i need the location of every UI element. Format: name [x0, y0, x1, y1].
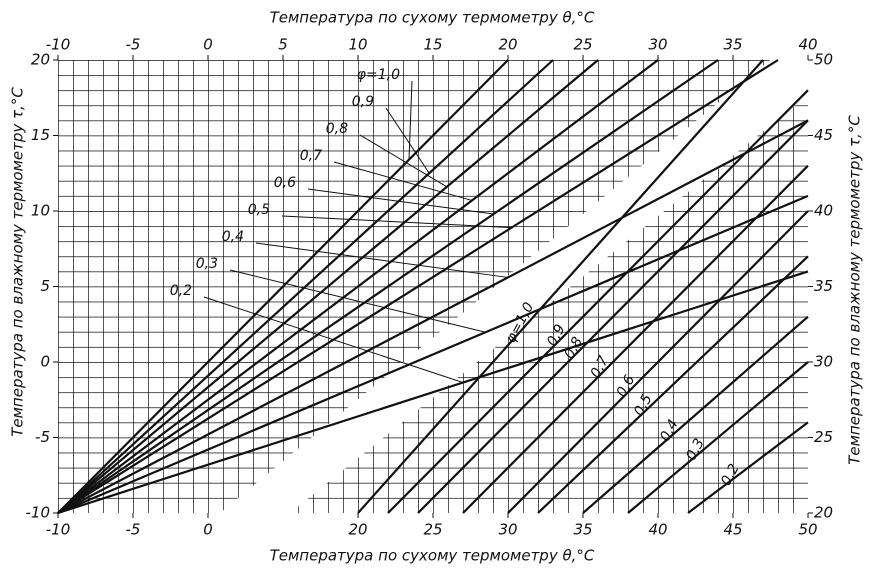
top-tick-label: 40	[798, 36, 817, 54]
right-tick-label: 35	[814, 277, 833, 295]
phi-curve	[582, 315, 809, 514]
phi-curve	[687, 421, 809, 514]
label-leader	[385, 107, 430, 174]
label-leader	[359, 134, 448, 188]
phi-curve	[57, 59, 659, 514]
phi-curve	[462, 164, 809, 514]
phi-curve	[57, 59, 599, 514]
label-leader	[307, 188, 494, 215]
phi-curve	[357, 59, 764, 514]
bottom-tick-label: 45	[723, 521, 742, 539]
right-tick-label: 30	[814, 353, 833, 371]
left-tick-label: -10	[26, 504, 51, 522]
bottom-tick-label: 25	[423, 521, 442, 539]
top-tick-label: 5	[278, 36, 288, 54]
phi-label: 0,4	[222, 229, 244, 245]
right-axis-title: Температура по влажному термометру τ,°С	[846, 115, 864, 465]
top-tick-label: 0	[203, 36, 213, 54]
phi-label: 0,2	[170, 283, 192, 299]
right-tick-label: 25	[814, 428, 833, 446]
top-tick-label: 25	[573, 36, 592, 54]
left-tick-label: 20	[31, 51, 50, 69]
left-tick-label: 0	[40, 353, 50, 371]
bottom-tick-label: -5	[126, 521, 141, 539]
phi-label: 0,5	[248, 202, 270, 218]
phi-label: 0,3	[196, 256, 218, 272]
bottom-tick-label: -10	[46, 521, 71, 539]
phi-curve	[57, 59, 554, 514]
top-tick-label: 15	[423, 36, 442, 54]
phi-curve	[627, 361, 809, 514]
label-leader	[281, 215, 512, 229]
label-leader	[229, 269, 486, 333]
right-tick-label: 20	[814, 504, 833, 522]
left-tick-label: 15	[31, 126, 50, 144]
left-tick-label: -5	[35, 428, 50, 446]
phi-curve	[537, 255, 809, 514]
phi-label: φ=1,0	[357, 67, 400, 83]
phi-curve	[57, 194, 809, 515]
top-tick-label: 35	[723, 36, 742, 54]
bottom-tick-label: 35	[573, 521, 592, 539]
phi-curve	[507, 210, 809, 514]
label-leader	[408, 80, 413, 160]
phi-curve	[57, 119, 809, 514]
phi-label: 0,9	[352, 94, 374, 110]
top-tick-label: 20	[498, 36, 517, 54]
bottom-tick-label: 50	[798, 521, 817, 539]
top-tick-label: 30	[648, 36, 667, 54]
phi-curve	[57, 59, 509, 514]
right-tick-label: 50	[814, 51, 833, 69]
phi-curve	[57, 59, 779, 514]
phi-curve	[57, 59, 719, 514]
bottom-axis-title: Температура по сухому термометру θ,°С	[270, 547, 595, 565]
left-axis-title: Температура по влажному термометру τ,°С	[9, 87, 27, 437]
label-leader	[203, 296, 464, 384]
top-tick-label: -5	[126, 36, 141, 54]
phi-label: 0,7	[300, 148, 322, 164]
bottom-tick-label: 40	[648, 521, 667, 539]
label-leader	[333, 161, 473, 201]
label-leader	[255, 242, 509, 278]
phi-curve	[417, 119, 809, 514]
top-tick-label: 10	[348, 36, 367, 54]
phi-label: 0,8	[326, 121, 348, 137]
left-tick-label: 5	[40, 277, 50, 295]
left-tick-label: 10	[31, 202, 50, 220]
top-axis-title: Температура по сухому термометру θ,°С	[270, 9, 595, 27]
right-tick-label: 45	[814, 126, 833, 144]
phi-label: 0,6	[274, 175, 296, 191]
phi-curve	[57, 270, 809, 515]
plot: -10 -5 0 5 10 15 20 25 30 35 40 -10 -5 0 -10 -5 0 5 10 15 20…	[26, 36, 834, 539]
top-tick-label: -10	[46, 36, 71, 54]
bottom-tick-label: 20	[348, 521, 367, 539]
bottom-tick-label: 30	[498, 521, 517, 539]
phi-curve	[387, 89, 809, 514]
bottom-tick-label: 0	[203, 521, 213, 539]
right-tick-label: 40	[814, 202, 833, 220]
